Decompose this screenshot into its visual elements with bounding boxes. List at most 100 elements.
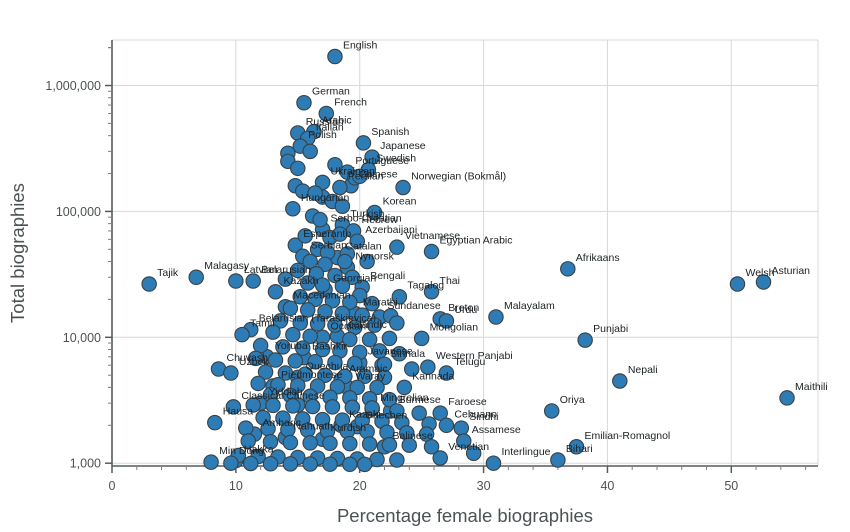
- data-point[interactable]: [223, 455, 239, 471]
- data-point[interactable]: [355, 135, 372, 151]
- data-point[interactable]: [389, 315, 405, 331]
- data-point[interactable]: [560, 261, 576, 277]
- data-point[interactable]: [247, 350, 264, 367]
- data-point[interactable]: [413, 330, 430, 347]
- data-point[interactable]: [403, 361, 420, 377]
- data-point[interactable]: [141, 276, 157, 292]
- data-point[interactable]: [290, 262, 306, 279]
- data-point[interactable]: [322, 435, 338, 452]
- data-point[interactable]: [391, 346, 408, 362]
- data-point[interactable]: [309, 316, 326, 332]
- data-point[interactable]: [318, 105, 335, 122]
- data-point[interactable]: [234, 326, 250, 343]
- data-point[interactable]: [282, 300, 299, 317]
- data-point[interactable]: [381, 391, 398, 408]
- data-point[interactable]: [359, 253, 375, 270]
- data-point[interactable]: [292, 315, 309, 331]
- data-point[interactable]: [265, 324, 281, 340]
- data-point[interactable]: [317, 303, 333, 320]
- data-point[interactable]: [334, 305, 351, 322]
- data-point[interactable]: [304, 398, 321, 415]
- data-point[interactable]: [356, 368, 373, 385]
- data-point[interactable]: [188, 269, 204, 285]
- data-point[interactable]: [488, 309, 504, 325]
- data-point[interactable]: [245, 397, 261, 413]
- data-point[interactable]: [396, 379, 413, 396]
- data-point[interactable]: [337, 253, 353, 270]
- data-point[interactable]: [277, 365, 294, 381]
- data-point[interactable]: [262, 455, 279, 472]
- data-point[interactable]: [381, 330, 398, 347]
- data-point[interactable]: [290, 160, 306, 177]
- data-point[interactable]: [342, 294, 358, 310]
- data-point[interactable]: [755, 274, 772, 290]
- data-point[interactable]: [265, 397, 281, 414]
- data-point[interactable]: [438, 417, 455, 434]
- data-point[interactable]: [285, 398, 301, 414]
- data-point[interactable]: [344, 399, 361, 416]
- data-point[interactable]: [252, 337, 269, 354]
- data-point[interactable]: [364, 295, 380, 312]
- data-point[interactable]: [550, 452, 566, 468]
- data-point[interactable]: [349, 379, 365, 396]
- data-point[interactable]: [307, 185, 323, 201]
- data-point[interactable]: [779, 390, 795, 406]
- data-point[interactable]: [334, 278, 351, 294]
- data-point[interactable]: [262, 434, 279, 450]
- data-point[interactable]: [324, 399, 341, 415]
- data-point[interactable]: [228, 273, 244, 289]
- data-point[interactable]: [371, 343, 388, 359]
- data-point[interactable]: [349, 233, 365, 249]
- data-point[interactable]: [327, 317, 343, 333]
- data-point[interactable]: [568, 439, 585, 455]
- data-point[interactable]: [312, 211, 328, 228]
- data-point[interactable]: [381, 437, 398, 453]
- data-point[interactable]: [366, 317, 383, 333]
- data-point[interactable]: [364, 400, 380, 416]
- data-point[interactable]: [322, 456, 338, 472]
- data-point[interactable]: [307, 291, 323, 308]
- data-point[interactable]: [327, 354, 343, 371]
- data-point[interactable]: [342, 435, 358, 452]
- data-point[interactable]: [238, 420, 254, 436]
- data-point[interactable]: [272, 313, 289, 329]
- data-point[interactable]: [314, 277, 331, 293]
- data-point[interactable]: [207, 414, 223, 431]
- data-point[interactable]: [282, 456, 299, 472]
- data-point[interactable]: [420, 359, 436, 375]
- data-point[interactable]: [314, 341, 331, 358]
- data-point[interactable]: [287, 353, 304, 369]
- data-point[interactable]: [453, 420, 470, 436]
- data-point[interactable]: [299, 302, 316, 318]
- data-point[interactable]: [361, 436, 378, 452]
- data-point[interactable]: [327, 48, 343, 65]
- data-point[interactable]: [438, 313, 455, 329]
- data-point[interactable]: [302, 143, 318, 160]
- data-point[interactable]: [337, 368, 353, 385]
- data-point[interactable]: [389, 452, 405, 468]
- data-point[interactable]: [267, 352, 284, 368]
- data-point[interactable]: [257, 364, 274, 380]
- data-point[interactable]: [411, 405, 427, 421]
- data-point[interactable]: [240, 433, 256, 449]
- data-point[interactable]: [285, 201, 301, 217]
- data-point[interactable]: [485, 455, 502, 471]
- data-point[interactable]: [366, 204, 383, 221]
- data-point[interactable]: [296, 94, 312, 111]
- data-point[interactable]: [334, 198, 351, 214]
- data-point[interactable]: [432, 450, 448, 466]
- data-point[interactable]: [275, 339, 291, 355]
- data-point[interactable]: [292, 288, 309, 305]
- data-point[interactable]: [401, 437, 418, 453]
- data-point[interactable]: [250, 375, 266, 392]
- data-point[interactable]: [577, 332, 593, 348]
- data-point[interactable]: [302, 456, 318, 472]
- data-point[interactable]: [332, 179, 348, 196]
- data-point[interactable]: [285, 326, 301, 343]
- data-point[interactable]: [395, 179, 411, 196]
- data-point[interactable]: [302, 328, 318, 344]
- data-point[interactable]: [329, 378, 346, 395]
- data-point[interactable]: [423, 243, 440, 260]
- data-point[interactable]: [267, 284, 284, 300]
- data-point[interactable]: [242, 455, 259, 472]
